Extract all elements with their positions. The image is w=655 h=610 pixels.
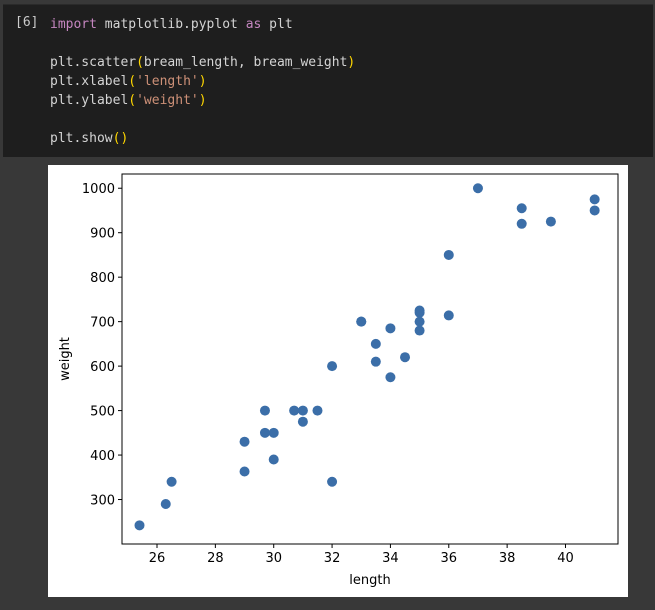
- x-tick-label: 30: [265, 551, 282, 566]
- data-point: [385, 323, 396, 334]
- data-point: [414, 316, 425, 327]
- data-point: [239, 466, 250, 477]
- y-tick-label: 400: [90, 449, 115, 464]
- data-point: [327, 476, 338, 487]
- data-point: [414, 307, 425, 318]
- data-point: [160, 498, 171, 509]
- y-tick-label: 300: [90, 494, 115, 509]
- code-token: plt.scatter: [50, 55, 137, 70]
- code-line: plt.scatter(bream_length, bream_weight): [50, 53, 355, 72]
- code-cell[interactable]: [6] import matplotlib.pyplot as plt plt.s…: [3, 4, 653, 157]
- y-tick-label: 900: [90, 227, 115, 242]
- data-point: [166, 476, 177, 487]
- data-point: [385, 372, 396, 383]
- y-tick-label: 600: [90, 360, 115, 375]
- code-token: bream_length, bream_weight: [143, 55, 348, 70]
- data-point: [414, 325, 425, 336]
- code-line: [50, 34, 355, 53]
- code-line: plt.ylabel('weight'): [50, 91, 355, 110]
- execution-count: [6]: [15, 15, 39, 30]
- data-point: [268, 454, 279, 465]
- x-tick-label: 36: [441, 551, 458, 566]
- data-point: [259, 427, 270, 438]
- code-token: ): [198, 74, 207, 89]
- x-tick-label: 28: [207, 551, 224, 566]
- code-line: plt.show(): [50, 129, 355, 148]
- data-point: [370, 338, 381, 349]
- y-tick-label: 1000: [82, 182, 115, 197]
- code-token: (: [136, 55, 144, 70]
- code-line: plt.xlabel('length'): [50, 72, 355, 91]
- code-editor[interactable]: import matplotlib.pyplot as plt plt.scatt…: [50, 15, 355, 148]
- code-token: plt.xlabel: [50, 74, 129, 89]
- data-point: [370, 356, 381, 367]
- data-point: [472, 183, 483, 194]
- data-point: [297, 416, 308, 427]
- x-tick-label: 34: [382, 551, 399, 566]
- code-token: 'weight': [136, 93, 199, 108]
- code-token: (: [128, 93, 137, 108]
- code-token: plt.ylabel: [50, 93, 129, 108]
- data-point: [589, 194, 600, 205]
- data-point: [545, 216, 556, 227]
- x-tick-label: 26: [149, 551, 166, 566]
- data-point: [134, 520, 145, 531]
- data-point: [289, 405, 300, 416]
- data-point: [589, 205, 600, 216]
- data-point: [312, 405, 323, 416]
- data-point: [327, 361, 338, 372]
- code-token: ): [347, 55, 356, 70]
- data-point: [516, 218, 527, 229]
- code-token: matplotlib.pyplot: [96, 17, 246, 32]
- code-token: (: [128, 74, 137, 89]
- y-tick-label: 700: [90, 316, 115, 331]
- x-tick-label: 40: [557, 551, 574, 566]
- code-token: as: [245, 17, 262, 32]
- data-point: [297, 405, 308, 416]
- data-point: [443, 249, 454, 260]
- scatter-plot: 26 28 30 32 34 36 38 40 300 400 500 600 700 800 900 100…: [58, 173, 619, 588]
- y-tick-label: 500: [90, 405, 115, 420]
- code-token: (): [112, 131, 129, 146]
- data-point: [239, 436, 250, 447]
- code-token: 'length': [136, 74, 199, 89]
- x-axis-label: length: [349, 573, 390, 588]
- y-axis-label: weight: [58, 337, 73, 381]
- code-line: import matplotlib.pyplot as plt: [50, 15, 355, 34]
- data-point: [516, 203, 527, 214]
- cell-output: 26 28 30 32 34 36 38 40 300 400 500 600 700 800 900 100…: [48, 165, 628, 597]
- data-point: [400, 352, 411, 363]
- code-line: [50, 110, 355, 129]
- x-tick-label: 38: [499, 551, 516, 566]
- code-token: plt: [261, 17, 293, 32]
- code-token: import: [50, 17, 97, 32]
- x-tick-label: 32: [324, 551, 341, 566]
- axes-frame: [121, 173, 619, 545]
- data-point: [356, 316, 367, 327]
- data-point: [443, 310, 454, 321]
- data-point: [268, 427, 279, 438]
- code-token: plt.show: [50, 131, 113, 146]
- data-point: [259, 405, 270, 416]
- y-tick-label: 800: [90, 271, 115, 286]
- code-token: ): [198, 93, 207, 108]
